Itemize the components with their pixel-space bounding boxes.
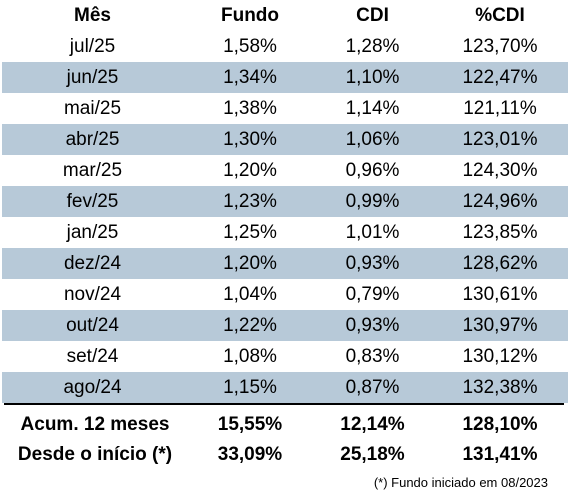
row-fundo: 1,34%: [223, 67, 277, 88]
table-row: set/24 1,08% 0,83% 130,12%: [0, 341, 570, 372]
summary-divider: [4, 403, 564, 405]
summary-pct-cdi: 131,41%: [462, 444, 538, 465]
row-pct-cdi: 124,30%: [462, 160, 538, 181]
row-fundo: 1,22%: [223, 315, 277, 336]
row-pct-cdi: 130,12%: [462, 346, 538, 367]
row-fundo: 1,25%: [223, 222, 277, 243]
table-row: jul/25 1,58% 1,28% 123,70%: [0, 31, 570, 62]
summary-row-12-months: Acum. 12 meses 15,55% 12,14% 128,10%: [0, 409, 570, 440]
summary-cdi: 25,18%: [340, 444, 405, 465]
row-pct-cdi: 132,38%: [462, 377, 538, 398]
header-fundo: Fundo: [220, 5, 280, 26]
table-header-row: Mês Fundo CDI %CDI: [0, 0, 570, 31]
row-fundo: 1,20%: [223, 253, 277, 274]
row-cdi: 0,83%: [345, 346, 400, 367]
row-month: dez/24: [63, 253, 122, 274]
row-pct-cdi: 123,70%: [462, 36, 538, 57]
row-cdi: 0,99%: [345, 191, 400, 212]
table-row: mai/25 1,38% 1,14% 121,11%: [0, 93, 570, 124]
footnote: (*) Fundo iniciado em 08/2023: [373, 475, 548, 490]
row-pct-cdi: 123,85%: [462, 222, 538, 243]
row-fundo: 1,08%: [223, 346, 277, 367]
table-row: mar/25 1,20% 0,96% 124,30%: [0, 155, 570, 186]
row-month: mai/25: [63, 98, 122, 119]
header-pct-cdi: %CDI: [475, 5, 525, 26]
table-row: jun/25 1,34% 1,10% 122,47%: [0, 62, 570, 93]
row-pct-cdi: 128,62%: [462, 253, 538, 274]
row-month: out/24: [66, 315, 119, 336]
row-month: ago/24: [63, 377, 122, 398]
row-cdi: 1,01%: [345, 222, 400, 243]
row-fundo: 1,38%: [223, 98, 277, 119]
row-pct-cdi: 122,47%: [462, 67, 538, 88]
row-month: set/24: [66, 346, 119, 367]
row-month: abr/25: [65, 129, 120, 150]
row-fundo: 1,58%: [223, 36, 277, 57]
row-pct-cdi: 123,01%: [462, 129, 538, 150]
row-fundo: 1,23%: [223, 191, 277, 212]
row-month: fev/25: [66, 191, 119, 212]
row-fundo: 1,20%: [223, 160, 277, 181]
row-cdi: 1,10%: [345, 67, 400, 88]
row-cdi: 0,96%: [345, 160, 400, 181]
summary-pct-cdi: 128,10%: [462, 414, 538, 435]
summary-row-since-inception: Desde o início (*) 33,09% 25,18% 131,41%: [0, 439, 570, 470]
row-cdi: 1,14%: [345, 98, 400, 119]
summary-cdi: 12,14%: [340, 414, 405, 435]
row-cdi: 0,93%: [345, 315, 400, 336]
table-row: out/24 1,22% 0,93% 130,97%: [0, 310, 570, 341]
summary-label: Acum. 12 meses: [20, 414, 170, 435]
row-fundo: 1,30%: [223, 129, 277, 150]
row-month: jun/25: [66, 67, 119, 88]
table-row: dez/24 1,20% 0,93% 128,62%: [0, 248, 570, 279]
row-month: mar/25: [62, 160, 123, 181]
row-pct-cdi: 130,61%: [462, 284, 538, 305]
table-row: abr/25 1,30% 1,06% 123,01%: [0, 124, 570, 155]
row-pct-cdi: 124,96%: [462, 191, 538, 212]
row-pct-cdi: 121,11%: [463, 98, 537, 119]
table-row: nov/24 1,04% 0,79% 130,61%: [0, 279, 570, 310]
row-month: jan/25: [66, 222, 119, 243]
row-cdi: 1,28%: [345, 36, 400, 57]
row-month: jul/25: [69, 36, 116, 57]
row-cdi: 0,93%: [345, 253, 400, 274]
header-month: Mês: [74, 5, 111, 26]
row-fundo: 1,15%: [223, 377, 277, 398]
row-cdi: 0,87%: [345, 377, 400, 398]
table-row: jan/25 1,25% 1,01% 123,85%: [0, 217, 570, 248]
row-cdi: 1,06%: [345, 129, 400, 150]
header-cdi: CDI: [356, 5, 389, 26]
row-cdi: 0,79%: [345, 284, 400, 305]
row-month: nov/24: [63, 284, 122, 305]
row-pct-cdi: 130,97%: [462, 315, 538, 336]
table-row: ago/24 1,15% 0,87% 132,38%: [0, 372, 570, 403]
summary-label: Desde o início (*): [17, 444, 173, 465]
table-row: fev/25 1,23% 0,99% 124,96%: [0, 186, 570, 217]
summary-fundo: 15,55%: [217, 414, 283, 435]
summary-fundo: 33,09%: [217, 444, 283, 465]
row-fundo: 1,04%: [223, 284, 277, 305]
